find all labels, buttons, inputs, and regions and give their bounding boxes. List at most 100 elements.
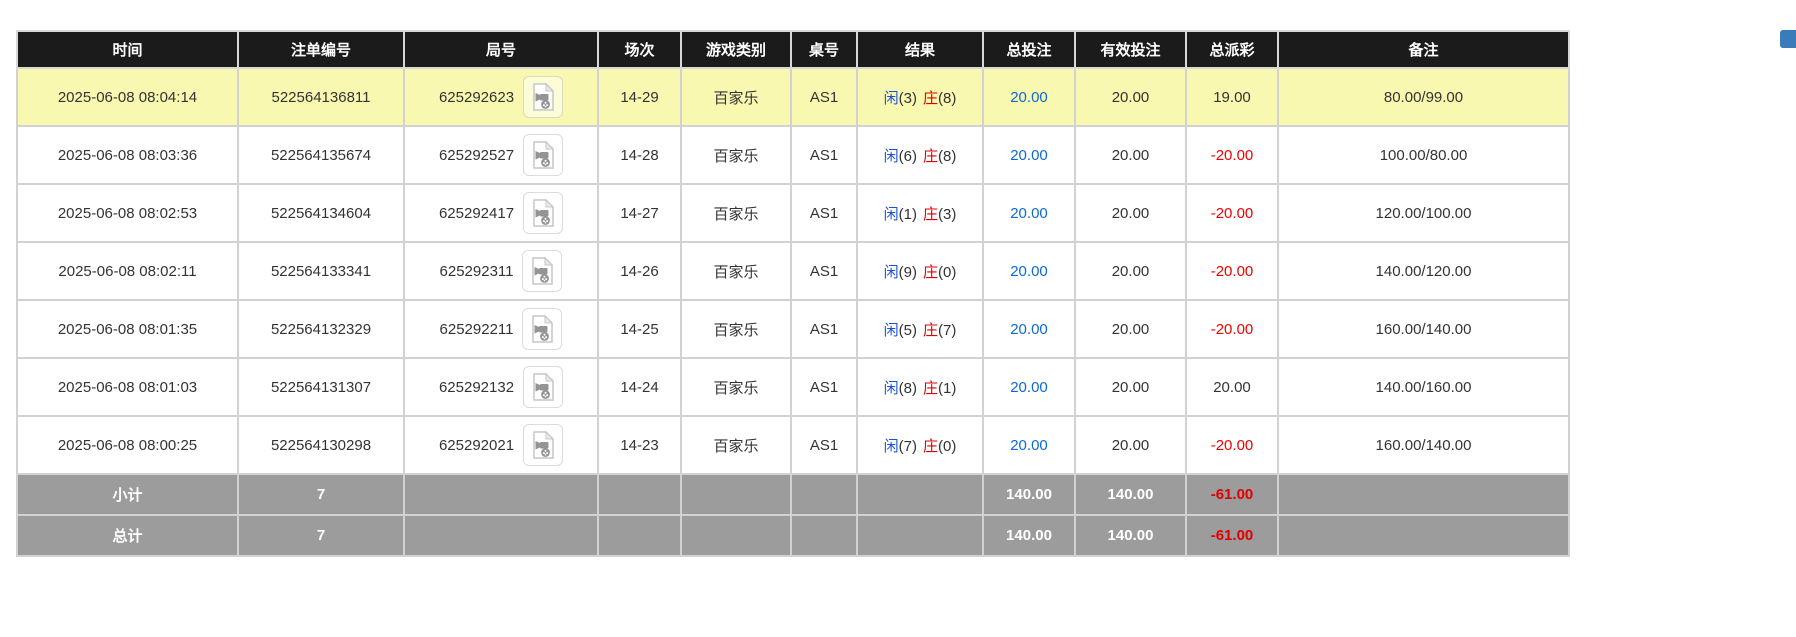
- time-cell: 2025-06-08 08:02:53: [16, 183, 239, 243]
- player-result-points: (7): [898, 437, 917, 455]
- remark-cell: 160.00/140.00: [1277, 415, 1570, 475]
- banker-result-points: (0): [938, 437, 957, 455]
- total-bet-cell: 20.00: [982, 299, 1076, 359]
- table-header: 时间 注单编号 局号 场次 游戏类别 桌号 结果 总投注 有效投注 总派彩 备注: [16, 30, 1570, 69]
- valid-bet-cell: 20.00: [1074, 67, 1187, 127]
- subtotal-count: 7: [237, 473, 405, 516]
- result-cell: 闲(7) 庄(0): [856, 415, 984, 475]
- video-replay-button[interactable]: [523, 76, 564, 118]
- video-replay-button[interactable]: [523, 366, 564, 408]
- time-cell: 2025-06-08 08:01:35: [16, 299, 239, 359]
- result-cell: 闲(3) 庄(8): [856, 67, 984, 127]
- round-number: 625292623: [438, 88, 515, 106]
- round-cell: 625292623: [403, 67, 599, 127]
- video-replay-icon: [530, 198, 556, 228]
- round-number: 625292527: [438, 146, 515, 164]
- banker-result-label: 庄: [923, 205, 939, 223]
- col-header-remark: 备注: [1277, 30, 1570, 69]
- time-cell: 2025-06-08 08:00:25: [16, 415, 239, 475]
- subtotal-total-bet: 140.00: [982, 473, 1076, 516]
- table-no-cell: AS1: [790, 241, 858, 301]
- bet-id-cell: 522564133341: [237, 241, 405, 301]
- banker-result-points: (8): [938, 89, 957, 107]
- table-no-cell: AS1: [790, 183, 858, 243]
- table-row: 2025-06-08 08:01:03 522564131307 6252921…: [16, 357, 1570, 417]
- valid-bet-cell: 20.00: [1074, 241, 1187, 301]
- player-result-points: (9): [898, 263, 917, 281]
- bet-id-cell: 522564130298: [237, 415, 405, 475]
- table-row: 2025-06-08 08:01:35 522564132329 6252922…: [16, 299, 1570, 359]
- table-no-cell: AS1: [790, 67, 858, 127]
- video-replay-button[interactable]: [523, 424, 564, 466]
- bet-id-cell: 522564135674: [237, 125, 405, 185]
- corner-blue-button[interactable]: [1780, 30, 1796, 48]
- time-cell: 2025-06-08 08:04:14: [16, 67, 239, 127]
- session-cell: 14-26: [597, 241, 682, 301]
- total-bet-cell: 20.00: [982, 67, 1076, 127]
- valid-bet-cell: 20.00: [1074, 183, 1187, 243]
- session-cell: 14-24: [597, 357, 682, 417]
- col-header-session: 场次: [597, 30, 682, 69]
- player-result-label: 闲: [883, 147, 899, 165]
- player-result-label: 闲: [883, 379, 899, 397]
- video-replay-button[interactable]: [522, 308, 563, 350]
- bet-id-cell: 522564132329: [237, 299, 405, 359]
- table-row: 2025-06-08 08:04:14 522564136811 6252926…: [16, 67, 1570, 127]
- table-row: 2025-06-08 08:00:25 522564130298 6252920…: [16, 415, 1570, 475]
- video-replay-button[interactable]: [523, 192, 564, 234]
- payout-cell: -20.00: [1185, 125, 1279, 185]
- time-cell: 2025-06-08 08:02:11: [16, 241, 239, 301]
- result-cell: 闲(6) 庄(8): [856, 125, 984, 185]
- col-header-payout: 总派彩: [1185, 30, 1279, 69]
- remark-cell: 140.00/160.00: [1277, 357, 1570, 417]
- payout-cell: -20.00: [1185, 183, 1279, 243]
- remark-cell: 100.00/80.00: [1277, 125, 1570, 185]
- header-row: 时间 注单编号 局号 场次 游戏类别 桌号 结果 总投注 有效投注 总派彩 备注: [16, 30, 1570, 69]
- session-cell: 14-27: [597, 183, 682, 243]
- result-cell: 闲(8) 庄(1): [856, 357, 984, 417]
- banker-result-label: 庄: [923, 379, 939, 397]
- bet-records-table: 时间 注单编号 局号 场次 游戏类别 桌号 结果 总投注 有效投注 总派彩 备注…: [16, 30, 1570, 557]
- video-replay-icon: [529, 314, 555, 344]
- banker-result-label: 庄: [923, 263, 939, 281]
- total-remark: [1277, 514, 1570, 557]
- total-payout: -61.00: [1185, 514, 1279, 557]
- table-body: 2025-06-08 08:04:14 522564136811 6252926…: [16, 67, 1570, 475]
- round-cell: 625292417: [403, 183, 599, 243]
- banker-result-points: (8): [938, 147, 957, 165]
- result-cell: 闲(5) 庄(7): [856, 299, 984, 359]
- bet-id-cell: 522564136811: [237, 67, 405, 127]
- subtotal-valid-bet: 140.00: [1074, 473, 1187, 516]
- remark-cell: 80.00/99.00: [1277, 67, 1570, 127]
- bet-id-cell: 522564131307: [237, 357, 405, 417]
- total-total-bet: 140.00: [982, 514, 1076, 557]
- subtotal-remark: [1277, 473, 1570, 516]
- game-type-cell: 百家乐: [680, 241, 792, 301]
- result-cell: 闲(1) 庄(3): [856, 183, 984, 243]
- table-no-cell: AS1: [790, 125, 858, 185]
- video-replay-icon: [530, 430, 556, 460]
- total-bet-cell: 20.00: [982, 415, 1076, 475]
- valid-bet-cell: 20.00: [1074, 299, 1187, 359]
- game-type-cell: 百家乐: [680, 125, 792, 185]
- round-cell: 625292527: [403, 125, 599, 185]
- col-header-time: 时间: [16, 30, 239, 69]
- subtotal-payout: -61.00: [1185, 473, 1279, 516]
- banker-result-label: 庄: [923, 89, 939, 107]
- banker-result-points: (0): [938, 263, 957, 281]
- player-result-points: (8): [898, 379, 917, 397]
- total-bet-cell: 20.00: [982, 183, 1076, 243]
- col-header-result: 结果: [856, 30, 984, 69]
- remark-cell: 160.00/140.00: [1277, 299, 1570, 359]
- video-replay-button[interactable]: [522, 250, 563, 292]
- video-replay-button[interactable]: [523, 134, 564, 176]
- round-number: 625292021: [438, 436, 515, 454]
- table-no-cell: AS1: [790, 299, 858, 359]
- player-result-label: 闲: [883, 205, 899, 223]
- round-number: 625292211: [439, 320, 514, 338]
- video-replay-icon: [530, 372, 556, 402]
- player-result-label: 闲: [883, 321, 899, 339]
- video-replay-icon: [530, 140, 556, 170]
- player-result-label: 闲: [883, 89, 899, 107]
- col-header-round: 局号: [403, 30, 599, 69]
